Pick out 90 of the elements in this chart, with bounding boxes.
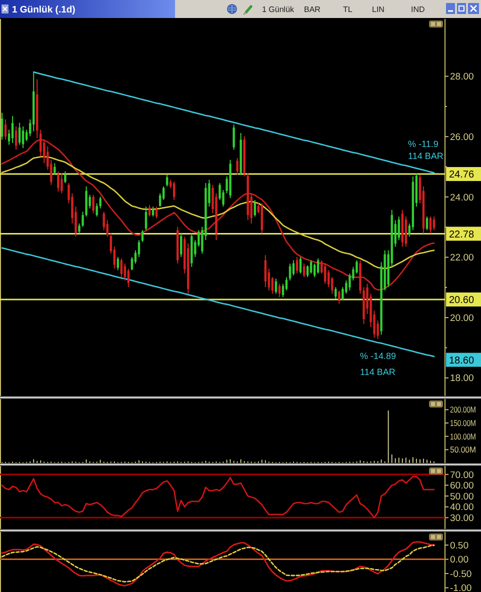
candlestick bbox=[22, 126, 24, 149]
candlestick bbox=[0, 112, 4, 140]
candlestick bbox=[274, 278, 278, 294]
candlestick bbox=[306, 264, 309, 278]
candlestick bbox=[4, 118, 7, 140]
candlestick bbox=[254, 199, 256, 218]
candlestick bbox=[173, 181, 176, 200]
y-tick-label: 40.00 bbox=[450, 502, 474, 514]
annotation: 114 BAR bbox=[408, 151, 444, 162]
annotation: % -11.9 bbox=[408, 139, 438, 150]
candlestick bbox=[144, 206, 148, 231]
candlestick bbox=[296, 256, 298, 274]
candlestick bbox=[429, 216, 432, 234]
candlestick bbox=[152, 206, 154, 218]
candlestick bbox=[264, 254, 267, 288]
annotation: 114 BAR bbox=[360, 367, 396, 378]
y-tick-label: 0.00 bbox=[450, 554, 468, 566]
candlestick bbox=[236, 158, 238, 176]
candlestick bbox=[285, 276, 288, 291]
candlestick bbox=[292, 260, 295, 276]
candlestick bbox=[334, 286, 337, 300]
candlestick bbox=[299, 256, 302, 274]
line-series bbox=[1, 247, 435, 358]
candlestick bbox=[232, 124, 235, 150]
y-tick-label: 30.00 bbox=[450, 512, 474, 524]
candlestick bbox=[18, 122, 21, 146]
y-tick-label: 20.00 bbox=[450, 312, 474, 324]
y-tick-label: -0.50 bbox=[450, 568, 472, 580]
candlestick bbox=[331, 276, 334, 294]
ref-line-label: 20.60 bbox=[449, 295, 474, 306]
y-tick-label: 70.00 bbox=[450, 470, 474, 481]
candlestick bbox=[356, 260, 358, 274]
candlestick bbox=[148, 204, 151, 218]
candlestick bbox=[141, 230, 144, 242]
y-tick-label: 150.00M bbox=[450, 418, 481, 428]
ref-line-label: 22.78 bbox=[449, 229, 474, 240]
y-tick-label: -1.00 bbox=[450, 583, 472, 592]
candlestick bbox=[426, 216, 428, 231]
candlestick bbox=[282, 283, 284, 298]
candlestick bbox=[92, 194, 94, 214]
text: 1 Günlük bbox=[262, 5, 296, 14]
y-tick-label: 50.00M bbox=[450, 444, 478, 455]
line-series bbox=[1, 476, 435, 518]
y-tick-label: 100.00M bbox=[450, 431, 481, 442]
y-tick-label: 60.00 bbox=[450, 480, 474, 492]
candlestick bbox=[54, 162, 56, 176]
candlestick bbox=[317, 258, 320, 274]
candlestick bbox=[328, 270, 330, 288]
chart-title: 1 Günlük (.1d) bbox=[12, 4, 76, 16]
y-tick-label: 24.00 bbox=[450, 192, 474, 204]
annotation: % -14.89 bbox=[360, 351, 396, 362]
text: BAR bbox=[304, 5, 321, 14]
candlestick bbox=[102, 211, 105, 231]
candlestick bbox=[60, 172, 63, 194]
y-tick-label: 50.00 bbox=[450, 491, 474, 502]
candlestick bbox=[288, 263, 292, 281]
candlestick bbox=[324, 263, 326, 284]
text: LIN bbox=[372, 5, 385, 14]
candlestick bbox=[11, 116, 14, 144]
text: TL bbox=[343, 5, 353, 14]
candlestick bbox=[338, 290, 340, 304]
candlestick bbox=[398, 216, 400, 241]
candlestick bbox=[64, 170, 66, 184]
candlestick bbox=[278, 283, 281, 298]
candlestick bbox=[120, 258, 123, 278]
y-tick-label: 22.00 bbox=[450, 252, 474, 264]
y-tick-label: 18.00 bbox=[450, 373, 474, 384]
candlestick bbox=[14, 126, 18, 150]
candlestick bbox=[166, 174, 168, 187]
candlestick bbox=[302, 263, 306, 278]
y-tick-label: 0.50 bbox=[450, 540, 468, 552]
candlestick bbox=[155, 206, 158, 219]
candlestick bbox=[127, 268, 130, 288]
candlestick bbox=[310, 260, 312, 274]
candlestick bbox=[124, 263, 126, 281]
candlestick bbox=[96, 202, 98, 218]
candlestick bbox=[313, 263, 316, 278]
text: IND bbox=[411, 5, 425, 14]
y-tick-label: 28.00 bbox=[450, 72, 474, 83]
candlestick bbox=[218, 182, 221, 200]
y-tick-label: 200.00M bbox=[450, 404, 481, 415]
ref-line-label: 24.76 bbox=[449, 170, 474, 181]
candlestick bbox=[57, 170, 60, 192]
candlestick bbox=[180, 232, 182, 258]
candlestick bbox=[130, 256, 134, 271]
candlestick bbox=[40, 129, 42, 158]
candlestick bbox=[271, 276, 274, 294]
candlestick bbox=[116, 256, 119, 271]
y-tick-label: 26.00 bbox=[450, 132, 474, 143]
annotation: 18.60 bbox=[449, 355, 474, 366]
